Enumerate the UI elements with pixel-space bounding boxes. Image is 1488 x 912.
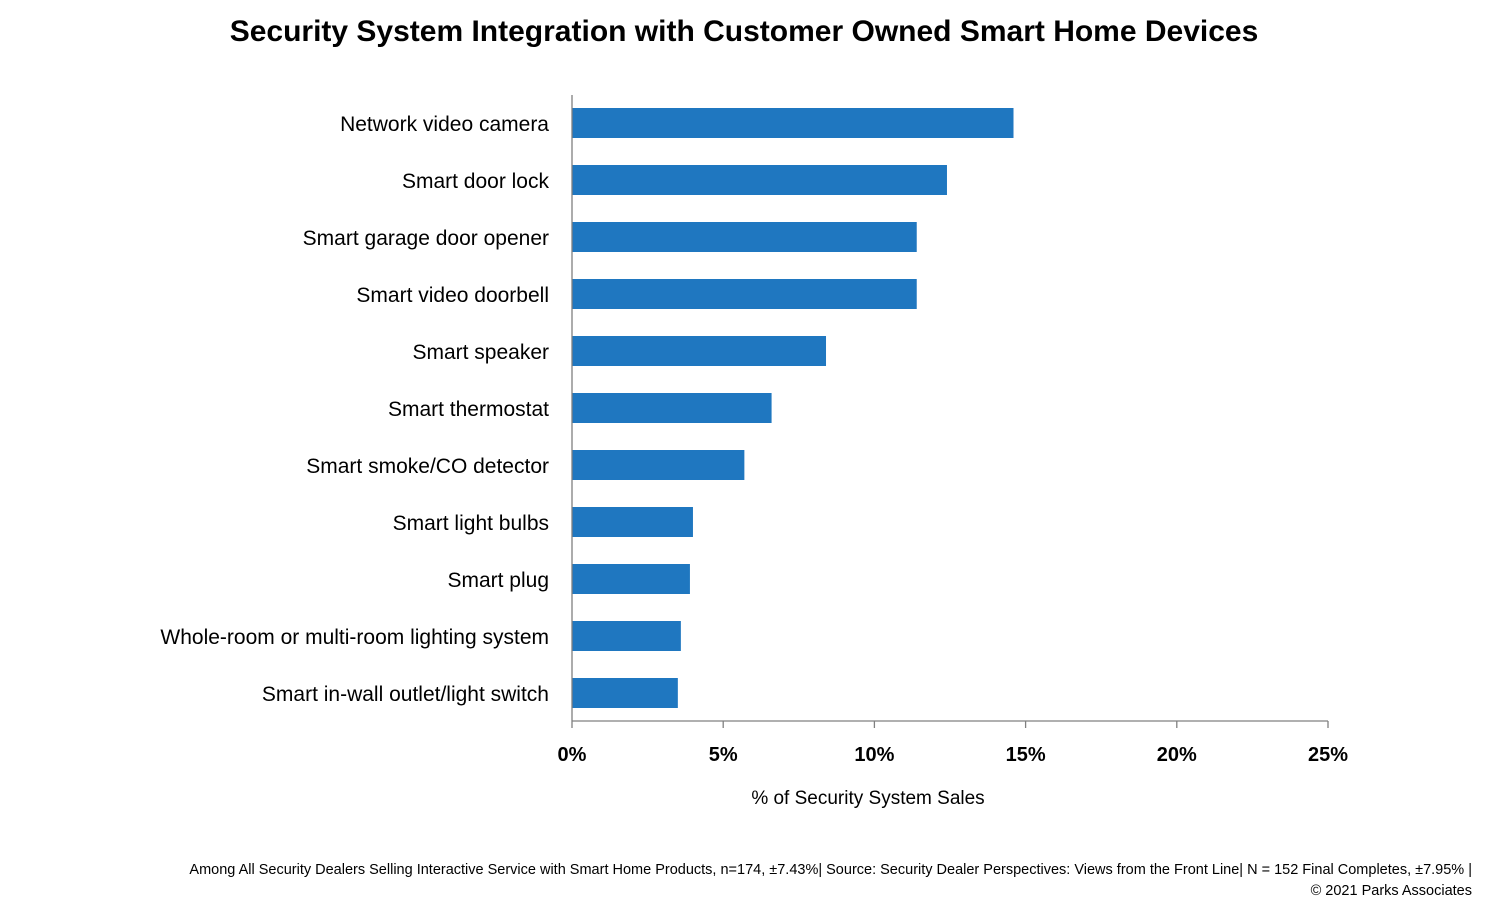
bar-5 — [572, 336, 827, 366]
bar-10 — [572, 621, 681, 651]
bar-2 — [572, 165, 947, 195]
x-tick-label: 20% — [1157, 744, 1197, 766]
category-label: Smart smoke/CO detector — [306, 455, 549, 478]
bar-11 — [572, 678, 678, 708]
x-ticks: 0% 5% 10% 15% 20% 25% — [558, 721, 1348, 766]
category-label: Whole-room or multi-room lighting system — [160, 626, 549, 649]
bar-8 — [572, 507, 693, 537]
bar-6 — [572, 393, 772, 423]
x-tick-label: 0% — [558, 744, 587, 766]
bar-group — [572, 108, 1014, 708]
category-label: Smart plug — [447, 569, 549, 592]
bar-9 — [572, 564, 690, 594]
x-tick-label: 15% — [1006, 744, 1046, 766]
category-label: Smart in-wall outlet/light switch — [262, 683, 549, 706]
category-label: Smart thermostat — [388, 398, 549, 421]
category-label: Smart garage door opener — [303, 227, 549, 250]
bar-3 — [572, 222, 917, 252]
chart-title: Security System Integration with Custome… — [230, 15, 1259, 48]
category-label: Smart video doorbell — [356, 284, 549, 307]
x-tick-label: 25% — [1308, 744, 1348, 766]
category-label: Smart speaker — [412, 341, 549, 364]
category-label: Smart door lock — [402, 170, 550, 193]
footnote-source: Among All Security Dealers Selling Inter… — [189, 862, 1472, 878]
x-tick-label: 5% — [709, 744, 738, 766]
category-label: Smart light bulbs — [393, 512, 549, 535]
category-label: Network video camera — [340, 113, 549, 136]
footnote-copyright: © 2021 Parks Associates — [1310, 883, 1472, 899]
bar-1 — [572, 108, 1014, 138]
axes — [571, 95, 1328, 722]
bar-4 — [572, 279, 917, 309]
x-axis-title: % of Security System Sales — [751, 788, 984, 809]
bar-7 — [572, 450, 745, 480]
x-tick-label: 10% — [854, 744, 894, 766]
category-labels: Network video camera Smart door lock Smart… — [160, 113, 549, 706]
